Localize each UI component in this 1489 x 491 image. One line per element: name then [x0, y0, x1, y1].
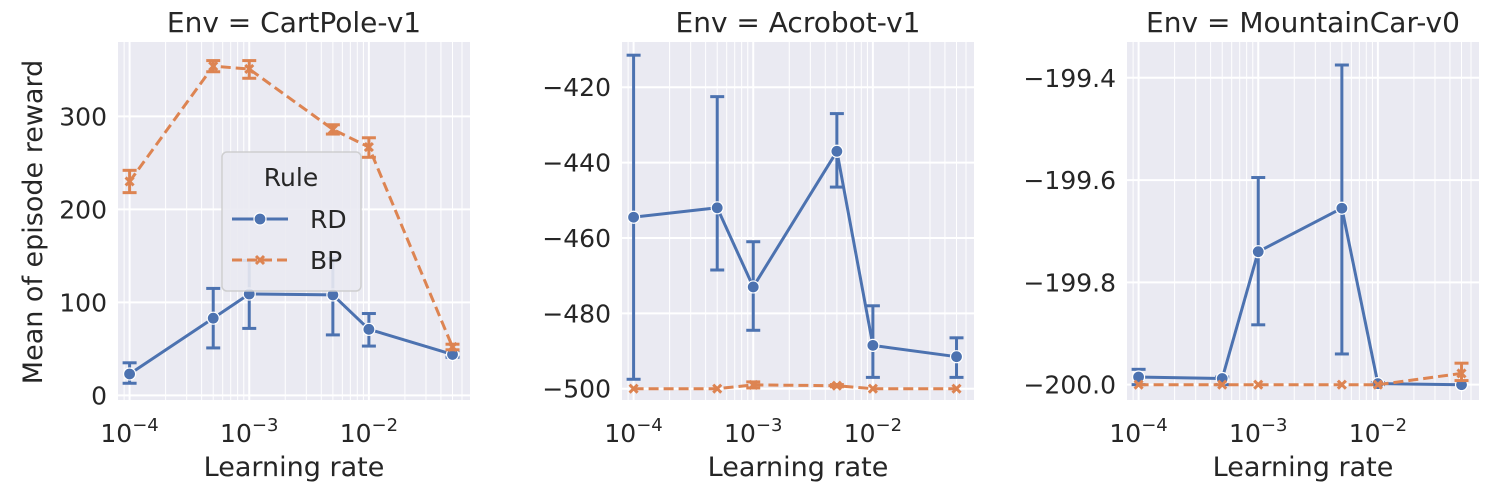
- plot-background: [622, 42, 974, 400]
- panel-2: 10−4 10−3 10−2 −500 −480 −460 −440 −420 Env = Ac…: [542, 6, 974, 483]
- y-tick-label: −199.6: [1023, 166, 1116, 195]
- plot-background: [1127, 42, 1479, 400]
- data-point: [327, 124, 338, 135]
- data-point: [122, 367, 137, 381]
- panel-3: 10−4 10−3 10−2 −200.0 −199.8 −199.6 −199.4 Env …: [1023, 6, 1479, 483]
- data-point: [206, 311, 220, 325]
- legend: Rule RD BP: [221, 151, 362, 292]
- legend-title: Rule: [264, 163, 318, 192]
- y-tick-label: −199.4: [1023, 64, 1116, 93]
- data-point: [831, 380, 842, 391]
- panel-1: 10−4 10−3 10−2 0 100 200 300 Env = CartPole-v1 L…: [59, 6, 470, 483]
- panel-title: Env = MountainCar-v0: [1146, 6, 1460, 39]
- data-point: [244, 63, 255, 75]
- y-tick-label: −460: [542, 224, 611, 253]
- data-point: [710, 201, 724, 215]
- series-line: [633, 149, 957, 359]
- data-point: [447, 341, 458, 353]
- x-tick-label: 10−4: [100, 415, 158, 448]
- data-point: [208, 61, 219, 72]
- y-tick-label: 200: [59, 195, 107, 224]
- x-tick-label: 10−4: [1109, 415, 1167, 448]
- y-tick-label: −500: [542, 375, 611, 404]
- data-point: [1336, 379, 1347, 390]
- y-axis-label: Mean of episode reward: [18, 60, 49, 384]
- legend-marker: [254, 254, 266, 266]
- data-point: [867, 383, 878, 394]
- data-point: [1456, 368, 1467, 379]
- data-point: [362, 322, 376, 336]
- y-tick-label: 300: [59, 102, 107, 131]
- data-point: [1335, 201, 1349, 215]
- data-point: [1253, 379, 1264, 390]
- legend-marker: [253, 212, 267, 226]
- data-point: [712, 383, 723, 394]
- legend-label-bp: BP: [310, 246, 342, 275]
- x-tick-label: 10−2: [340, 415, 398, 448]
- y-tick-label: −200.0: [1023, 371, 1116, 400]
- data-point: [628, 383, 639, 394]
- x-axis-label: Learning rate: [204, 452, 385, 483]
- data-point: [1217, 379, 1228, 390]
- x-axis-label: Learning rate: [1213, 452, 1394, 483]
- series-line: [1138, 206, 1462, 387]
- series-bp: [1133, 361, 1469, 390]
- x-tick-label: 10−3: [724, 415, 782, 448]
- data-point: [830, 144, 844, 158]
- x-tick-label: 10−3: [1229, 415, 1287, 448]
- y-tick-label: −199.8: [1023, 268, 1116, 297]
- data-point: [626, 210, 641, 224]
- y-tick-label: −480: [542, 299, 611, 328]
- data-point: [951, 383, 962, 394]
- series-line: [128, 64, 454, 348]
- data-point: [124, 176, 135, 187]
- data-point: [866, 338, 880, 352]
- y-tick-label: 0: [91, 381, 107, 410]
- panel-title: Env = Acrobot-v1: [676, 6, 921, 39]
- x-tick-label: 10−2: [844, 415, 902, 448]
- series-rd: [626, 53, 964, 381]
- data-point: [363, 142, 374, 153]
- series-bp: [628, 379, 962, 394]
- data-point: [949, 350, 964, 364]
- panel-title: Env = CartPole-v1: [167, 6, 421, 39]
- data-point: [1372, 379, 1383, 390]
- x-tick-label: 10−4: [604, 415, 662, 448]
- x-tick-label: 10−2: [1349, 415, 1407, 448]
- series-bp: [122, 59, 460, 353]
- data-point: [746, 280, 760, 294]
- series-line: [1138, 371, 1462, 387]
- y-tick-label: −420: [542, 73, 611, 102]
- x-axis-label: Learning rate: [708, 452, 889, 483]
- y-tick-label: −440: [542, 149, 611, 178]
- data-point: [748, 379, 759, 390]
- y-tick-label: 100: [59, 288, 107, 317]
- series-line: [128, 292, 453, 376]
- series-line: [633, 383, 957, 391]
- data-point: [1251, 245, 1265, 259]
- x-tick-label: 10−3: [220, 415, 278, 448]
- legend-label-rd: RD: [310, 205, 347, 234]
- data-point: [1133, 379, 1144, 390]
